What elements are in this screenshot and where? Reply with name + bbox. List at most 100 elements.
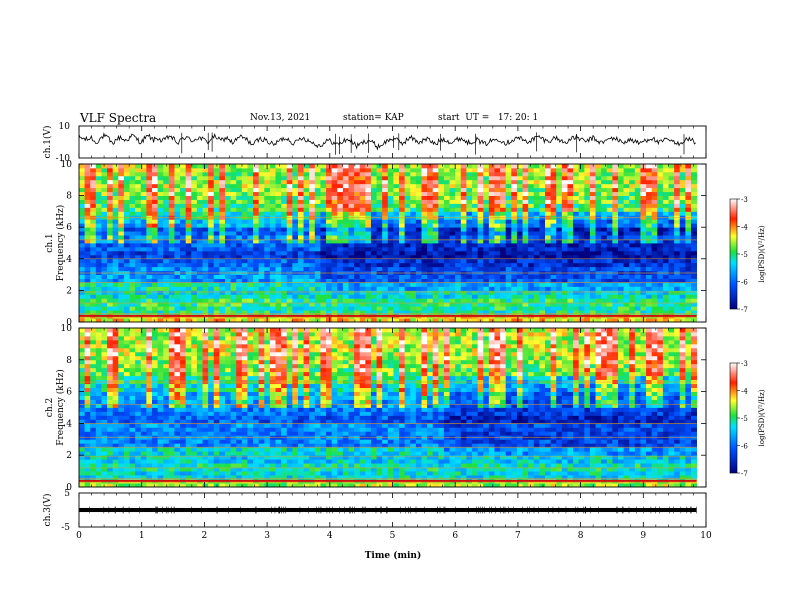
spectrogram-cell: [241, 294, 248, 299]
spectrogram-cell: [511, 262, 518, 268]
spectrogram-cell: [685, 211, 692, 216]
spectrogram-cell: [157, 254, 164, 260]
spectrogram-cell: [443, 298, 450, 303]
spectrogram-cell: [634, 278, 641, 283]
spectrogram-cell: [219, 171, 226, 177]
spectrogram-cell: [314, 262, 321, 268]
spectrogram-cell: [427, 294, 434, 299]
spectrogram-cell: [545, 274, 552, 279]
spectrogram-cell: [387, 171, 394, 177]
spectrogram-cell: [140, 290, 147, 295]
spectrogram-cell: [595, 254, 602, 260]
spectrogram-cell: [505, 266, 512, 272]
spectrogram-cell: [326, 171, 333, 177]
spectrogram-cell: [303, 191, 310, 196]
spectrogram-cell: [123, 223, 130, 228]
spectrogram-cell: [314, 286, 321, 291]
spectrogram-cell: [309, 211, 316, 216]
spectrogram-cell: [95, 463, 102, 468]
spectrogram-cell: [112, 250, 119, 256]
spectrogram-cell: [488, 290, 495, 295]
spectrogram-cell: [606, 258, 613, 264]
spectrogram-cell: [634, 175, 641, 181]
spectrogram-cell: [151, 187, 158, 193]
spectrogram-cell: [578, 306, 585, 311]
spectrogram-cell: [404, 179, 411, 185]
spectrogram-cell: [545, 203, 552, 208]
spectrogram-cell: [185, 250, 192, 256]
spectrogram-cell: [528, 310, 535, 315]
spectrogram-cell: [651, 262, 658, 268]
spectrogram-cell: [84, 419, 91, 424]
spectrogram-cell: [679, 239, 686, 244]
spectrogram-cell: [342, 167, 349, 173]
spectrogram-cell: [662, 187, 669, 193]
spectrogram-cell: [219, 175, 226, 181]
spectrogram-cell: [483, 187, 490, 193]
spectrogram-cell: [578, 254, 585, 260]
spectrogram-cell: [84, 339, 91, 345]
spectrogram-cell: [500, 290, 507, 295]
spectrogram-cell: [84, 250, 91, 256]
spectrogram-cell: [404, 310, 411, 315]
spectrogram-cell: [269, 239, 276, 244]
spectrogram-cell: [180, 164, 187, 169]
spectrogram-cell: [415, 306, 422, 311]
spectrogram-cell: [477, 286, 484, 291]
spectrogram-cell: [573, 187, 580, 193]
spectrogram-cell: [269, 223, 276, 228]
spectrogram-cell: [511, 179, 518, 185]
spectrogram-cell: [387, 187, 394, 193]
spectrogram-cell: [640, 239, 647, 244]
spectrogram-cell: [163, 282, 170, 287]
spectrogram-cell: [264, 183, 271, 189]
spectrogram-cell: [606, 298, 613, 303]
spectrogram-cell: [466, 207, 473, 212]
spectrogram-cell: [129, 282, 136, 287]
spectrogram-cell: [421, 187, 428, 193]
spectrogram-cell: [196, 191, 203, 196]
spectrogram-cell: [567, 286, 574, 291]
spectrogram-cell: [269, 171, 276, 177]
spectrogram-cell: [163, 258, 170, 264]
spectrogram-cell: [595, 207, 602, 212]
spectrogram-cell: [135, 239, 142, 244]
spectrogram-cell: [107, 250, 114, 256]
spectrogram-cell: [95, 431, 102, 436]
spectrogram-cell: [129, 191, 136, 196]
spectrogram-cell: [500, 203, 507, 208]
spectrogram-cell: [449, 286, 456, 291]
spectrogram-cell: [646, 246, 653, 252]
spectrogram-cell: [275, 282, 282, 287]
spectrogram-cell: [331, 294, 338, 299]
spectrogram-cell: [634, 266, 641, 272]
spectrogram-cell: [247, 282, 254, 287]
spectrogram-cell: [230, 187, 237, 193]
spectrogram-cell: [303, 223, 310, 228]
spectrogram-cell: [146, 187, 153, 193]
spectrogram-cell: [146, 223, 153, 228]
spectrogram-cell: [443, 290, 450, 295]
narrowband-line: [79, 314, 697, 317]
spectrogram-cell: [354, 310, 361, 315]
spectrogram-cell: [657, 235, 664, 240]
spectrogram-cell: [241, 290, 248, 295]
spectrogram-cell: [589, 187, 596, 193]
spectrogram-cell: [90, 302, 97, 307]
spectrogram-cell: [151, 171, 158, 177]
spectrogram-cell: [292, 207, 299, 212]
spectrogram-cell: [157, 207, 164, 212]
spectrogram-cell: [264, 227, 271, 232]
spectrogram-cell: [174, 183, 181, 189]
spectrogram-cell: [258, 278, 265, 283]
spectrogram-cell: [112, 387, 119, 393]
spectrogram-cell: [477, 211, 484, 216]
spectrogram-cell: [314, 306, 321, 311]
spectrogram-cell: [101, 331, 108, 337]
spectrogram-cell: [427, 262, 434, 268]
spectrogram-cell: [449, 239, 456, 244]
spectrogram-cell: [466, 318, 473, 323]
spectrogram-cell: [545, 246, 552, 252]
spectrogram-cell: [219, 282, 226, 287]
spectrogram-cell: [101, 419, 108, 424]
